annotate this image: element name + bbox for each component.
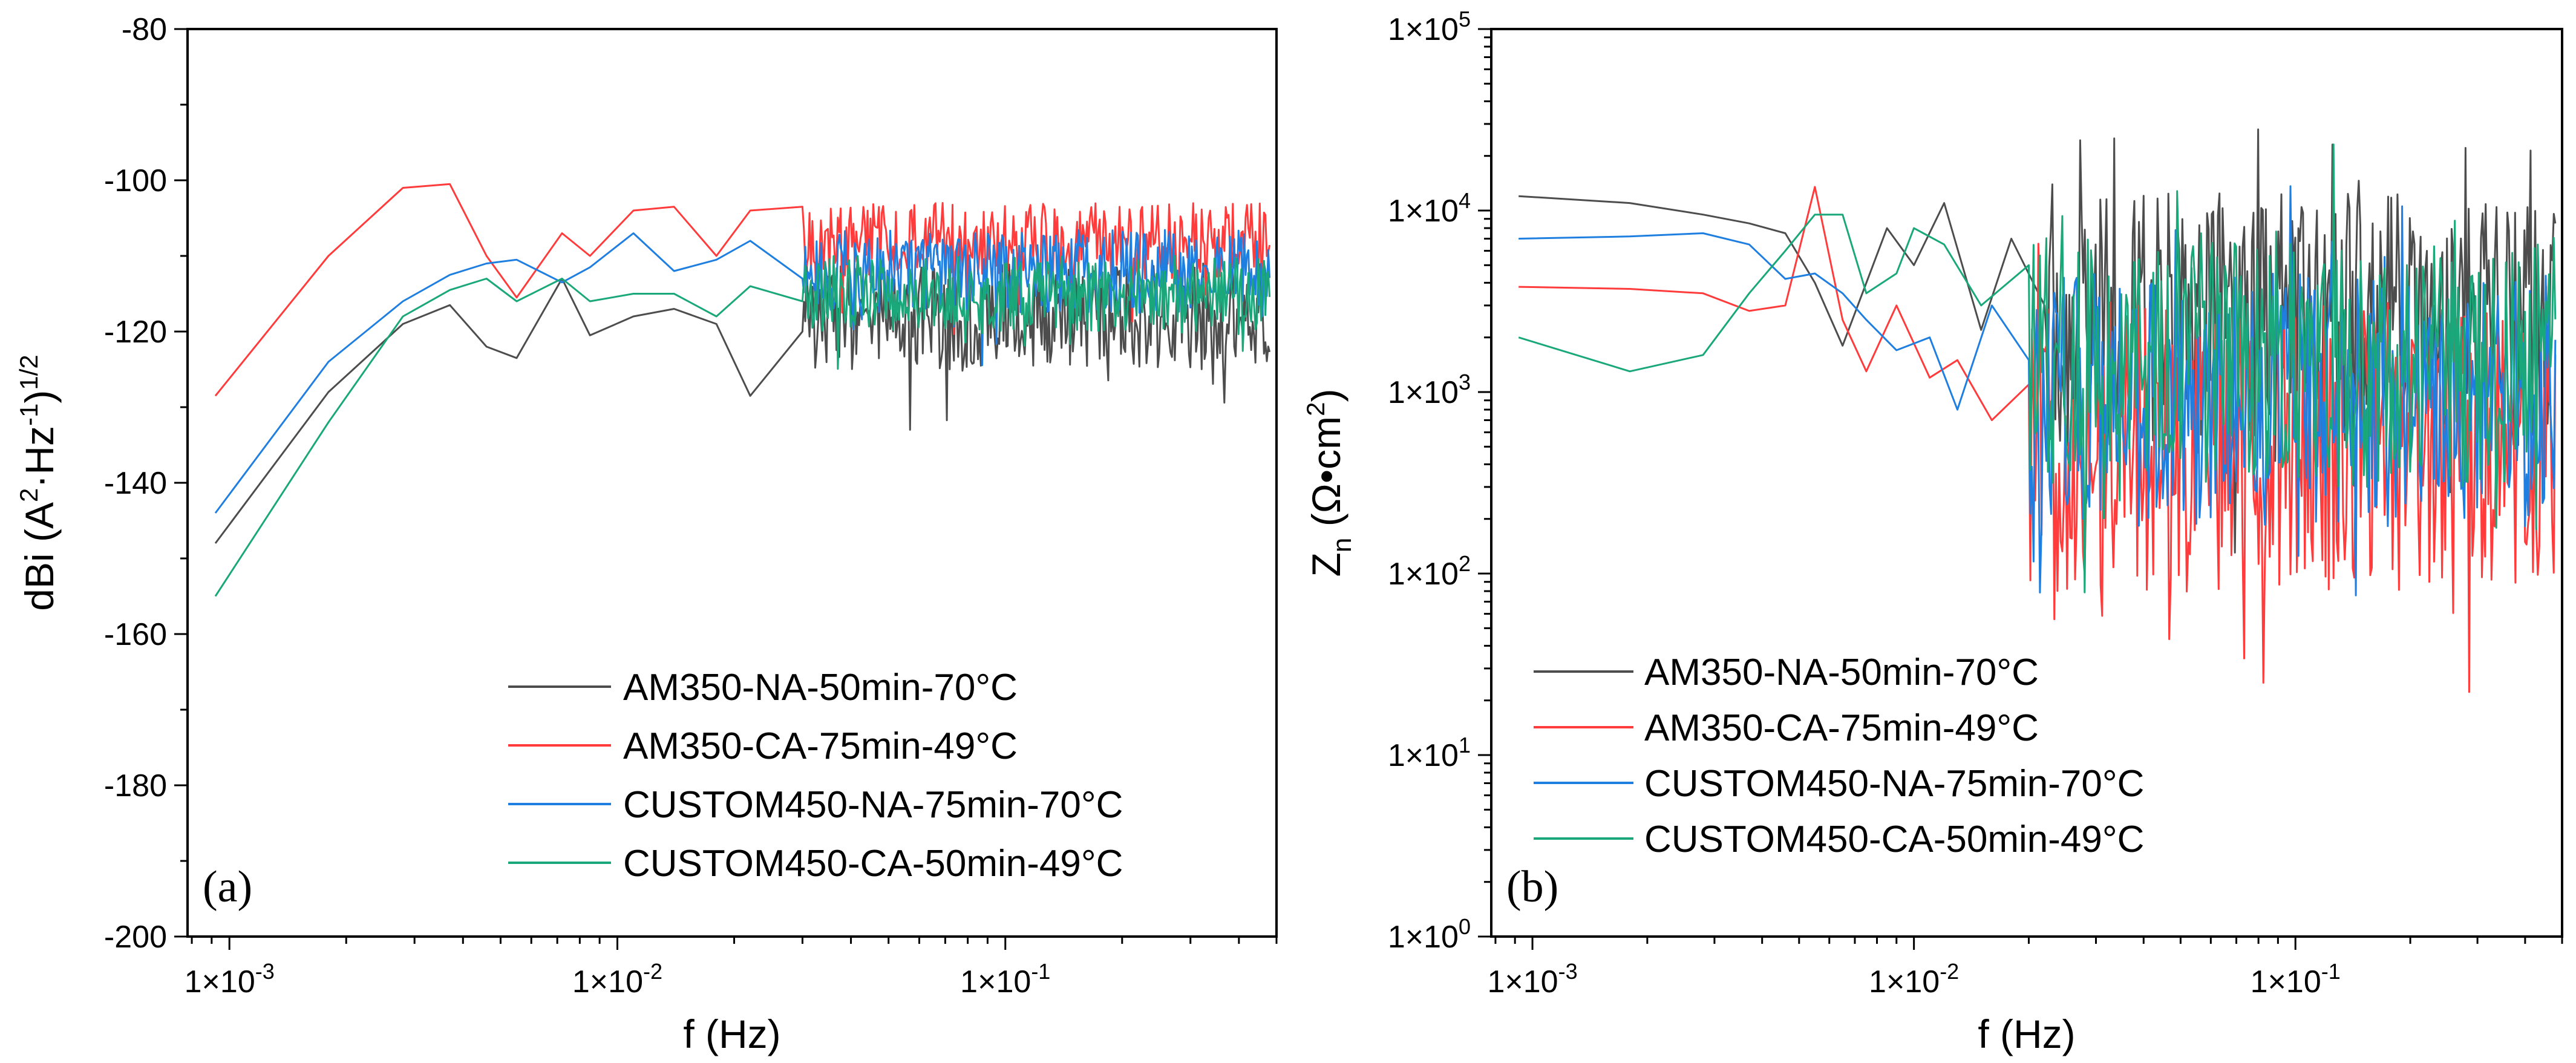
legend-label: CUSTOM450-CA-50min-49°C xyxy=(1644,819,2144,860)
chart-a-frame xyxy=(186,28,1278,938)
legend-item: CUSTOM450-NA-75min-70°C xyxy=(1534,763,2144,805)
chart-a-series xyxy=(214,183,1271,597)
x-tick-label: 1×10-2 xyxy=(572,959,662,999)
x-tick-label: 1×10-2 xyxy=(1869,959,1959,999)
chart-b-series xyxy=(1518,128,2557,693)
chart-b-ticks: 1×10-3 1×10-2 1×10-1 1×100 1×101 1×102 1×103 1×… xyxy=(1388,7,2563,999)
legend-item: AM350-CA-75min-49°C xyxy=(508,725,1018,767)
legend-item: CUSTOM450-NA-75min-70°C xyxy=(508,784,1123,826)
chart-a-panel-label: (a) xyxy=(203,862,252,912)
y-tick-label: 1×104 xyxy=(1388,188,1471,229)
legend-item: CUSTOM450-CA-50min-49°C xyxy=(508,843,1123,885)
y-tick-label: -100 xyxy=(104,163,167,198)
chart-a-legend: AM350-NA-50min-70°C AM350-CA-75min-49°C … xyxy=(508,667,1123,885)
y-tick-label: 1×103 xyxy=(1388,370,1471,410)
y-tick-label: -140 xyxy=(104,466,167,501)
legend-label: CUSTOM450-NA-75min-70°C xyxy=(1644,763,2144,805)
chart-a-ylabel: dBi (A2·Hz-1)1/2 xyxy=(15,355,62,610)
x-tick-label: 1×10-1 xyxy=(2251,959,2341,999)
chart-b-legend: AM350-NA-50min-70°C AM350-CA-75min-49°C … xyxy=(1534,652,2144,860)
legend-item: AM350-CA-75min-49°C xyxy=(1534,707,2039,749)
legend-item: CUSTOM450-CA-50min-49°C xyxy=(1534,819,2144,860)
y-tick-label: 1×102 xyxy=(1388,551,1471,592)
series-line xyxy=(1518,128,2557,554)
legend-label: CUSTOM450-CA-50min-49°C xyxy=(623,843,1123,885)
legend-item: AM350-NA-50min-70°C xyxy=(1534,652,2039,693)
chart-a: 1×10-3 1×10-2 1×10-1 -200 -180 -160 -140 -120 -1… xyxy=(15,12,1278,1056)
legend-label: AM350-NA-50min-70°C xyxy=(623,667,1018,708)
chart-a-ticks: 1×10-3 1×10-2 1×10-1 -200 -180 -160 -140 -120 -1… xyxy=(104,12,1278,999)
series-line xyxy=(214,263,1271,544)
chart-b-frame xyxy=(1490,28,2563,938)
x-tick-label: 1×10-1 xyxy=(960,959,1050,999)
legend-item: AM350-NA-50min-70°C xyxy=(508,667,1018,708)
legend-label: AM350-CA-75min-49°C xyxy=(1644,707,2039,749)
x-tick-label: 1×10-3 xyxy=(1487,959,1577,999)
series-line xyxy=(1518,185,2557,597)
y-tick-label: -160 xyxy=(104,617,167,652)
x-tick-label: 1×10-3 xyxy=(185,959,275,999)
y-tick-label: -80 xyxy=(122,12,167,47)
y-tick-label: 1×100 xyxy=(1388,914,1471,955)
chart-b-ylabel: Zn (Ω•cm2) xyxy=(1301,389,1357,577)
y-tick-label: -120 xyxy=(104,315,167,350)
series-line xyxy=(214,229,1271,514)
chart-b: 1×10-3 1×10-2 1×10-1 1×100 1×101 1×102 1×103 1×… xyxy=(1301,7,2563,1056)
series-line xyxy=(1518,143,2557,594)
chart-b-panel-label: (b) xyxy=(1506,862,1558,912)
y-tick-label: -180 xyxy=(104,768,167,803)
y-tick-label: 1×101 xyxy=(1388,733,1471,773)
chart-b-xlabel: f (Hz) xyxy=(1978,1012,2075,1056)
y-tick-label: -200 xyxy=(104,920,167,955)
legend-label: CUSTOM450-NA-75min-70°C xyxy=(623,784,1123,826)
y-tick-label: 1×105 xyxy=(1388,7,1471,47)
series-line xyxy=(214,255,1271,597)
chart-a-xlabel: f (Hz) xyxy=(683,1012,780,1056)
legend-label: AM350-NA-50min-70°C xyxy=(1644,652,2039,693)
legend-label: AM350-CA-75min-49°C xyxy=(623,725,1018,767)
